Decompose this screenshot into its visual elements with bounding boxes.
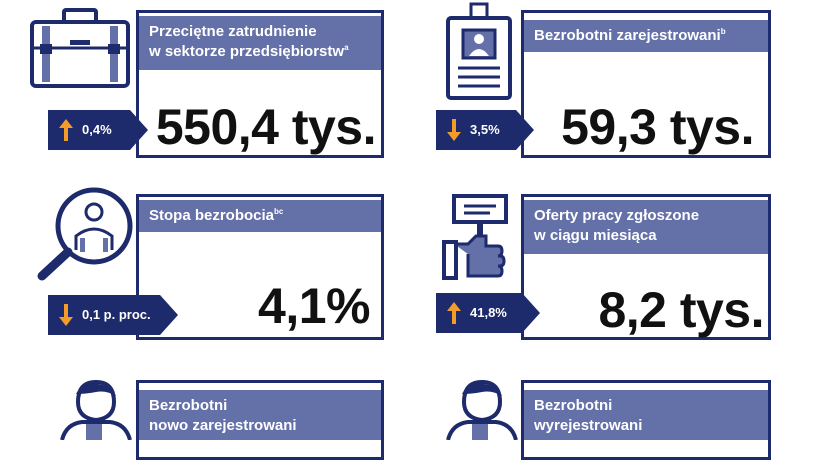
title-line: w sektorze przedsiębiorstwa: [149, 42, 371, 62]
card-title: Bezrobotni nowo zarejestrowani: [139, 390, 381, 440]
arrow-up-icon: [58, 118, 74, 142]
title-line: Stopa bezrobociabc: [149, 206, 371, 226]
person-icon: [56, 380, 132, 440]
hand-sign-icon: [440, 194, 512, 282]
title-line: Bezrobotni zarejestrowanib: [534, 26, 758, 46]
job-offers-value: 8,2 tys.: [530, 285, 764, 335]
registered-unemployed-value: 59,3 tys.: [530, 102, 754, 152]
card-title: Bezrobotni wyrejestrowani: [524, 390, 768, 440]
briefcase-icon: [28, 8, 132, 90]
change-badge: 3,5%: [436, 110, 516, 150]
arrow-down-icon: [58, 303, 74, 327]
title-line: Bezrobotni: [534, 396, 758, 416]
title-line: w ciągu miesiąca: [534, 226, 758, 246]
id-badge-icon: [444, 2, 514, 100]
arrow-down-icon: [446, 118, 462, 142]
card-title: Oferty pracy zgłoszone w ciągu miesiąca: [524, 200, 768, 254]
change-badge: 0,1 p. proc.: [48, 295, 160, 335]
unemployment-rate-value: 4,1%: [150, 281, 370, 331]
employment-value: 550,4 tys.: [150, 102, 376, 152]
title-line: Przeciętne zatrudnienie: [149, 22, 371, 42]
card-title: Bezrobotni zarejestrowanib: [524, 20, 768, 52]
magnifier-person-icon: [34, 184, 142, 282]
person-icon: [442, 380, 518, 440]
change-badge: 0,4%: [48, 110, 130, 150]
arrow-up-icon: [446, 301, 462, 325]
title-line: Oferty pracy zgłoszone: [534, 206, 758, 226]
footnote-mark: b: [721, 27, 726, 36]
title-line: wyrejestrowani: [534, 416, 758, 436]
card-title: Stopa bezrobociabc: [139, 200, 381, 232]
title-line: nowo zarejestrowani: [149, 416, 371, 436]
footnote-mark: bc: [274, 207, 283, 216]
card-title: Przeciętne zatrudnienie w sektorze przed…: [139, 16, 381, 70]
footnote-mark: a: [344, 43, 348, 52]
title-line: Bezrobotni: [149, 396, 371, 416]
change-badge: 41,8%: [436, 293, 522, 333]
